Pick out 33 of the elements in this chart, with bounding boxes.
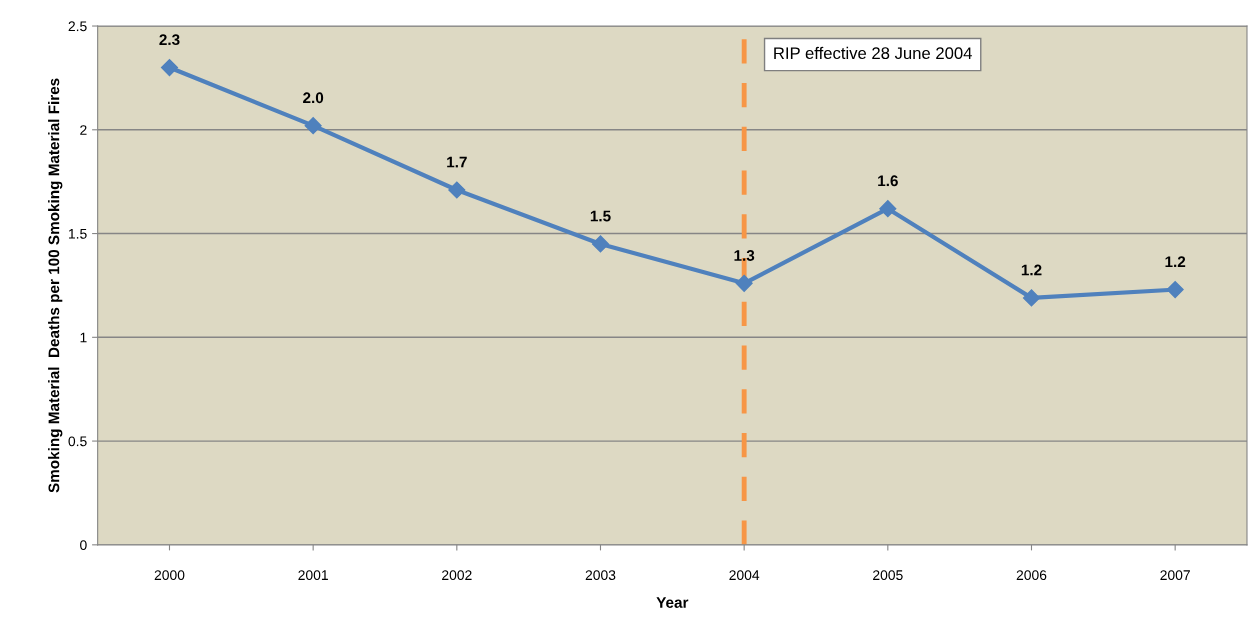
x-tick-label: 2005 — [873, 570, 903, 581]
point — [160, 58, 179, 77]
x-tick-label: 2000 — [154, 570, 185, 581]
point — [448, 181, 466, 199]
y-tick-label: 0 — [80, 540, 87, 550]
point — [304, 117, 322, 135]
y-tick-label: 2 — [80, 125, 87, 135]
point — [591, 235, 610, 253]
ref-line-label: RIP effective 28 June 2004 — [774, 46, 972, 60]
point — [735, 274, 753, 292]
x-tick-label: 2002 — [442, 570, 472, 581]
y-tick-label: 1.5 — [68, 229, 87, 239]
point — [1166, 281, 1184, 299]
y-axis-title: Smoking Material Deaths per 100 Smoking Material Fires — [48, 78, 63, 493]
x-tick-label: 2004 — [729, 570, 760, 581]
x-tick-label: 2001 — [298, 570, 328, 581]
data-label: 1.2 — [1165, 256, 1186, 267]
point — [879, 200, 897, 218]
data-label: 2.3 — [159, 34, 180, 46]
x-axis-title: Year — [656, 597, 689, 608]
y-tick-label: 1 — [80, 332, 87, 343]
x-tick-label: 2003 — [585, 570, 616, 581]
data-label: 1.2 — [1021, 264, 1042, 276]
x-tick-label: 2007 — [1160, 570, 1190, 581]
data-label: 1.3 — [734, 250, 755, 261]
data-label: 1.6 — [878, 175, 898, 187]
x-tick-label: 2006 — [1016, 570, 1047, 581]
point — [1022, 289, 1041, 307]
y-tick-label: 0.5 — [68, 436, 87, 447]
y-tick-label: 2.5 — [68, 21, 87, 32]
data-label: 2.0 — [303, 92, 324, 104]
data-label: 1.7 — [447, 156, 467, 168]
data-label: 1.5 — [590, 210, 611, 222]
